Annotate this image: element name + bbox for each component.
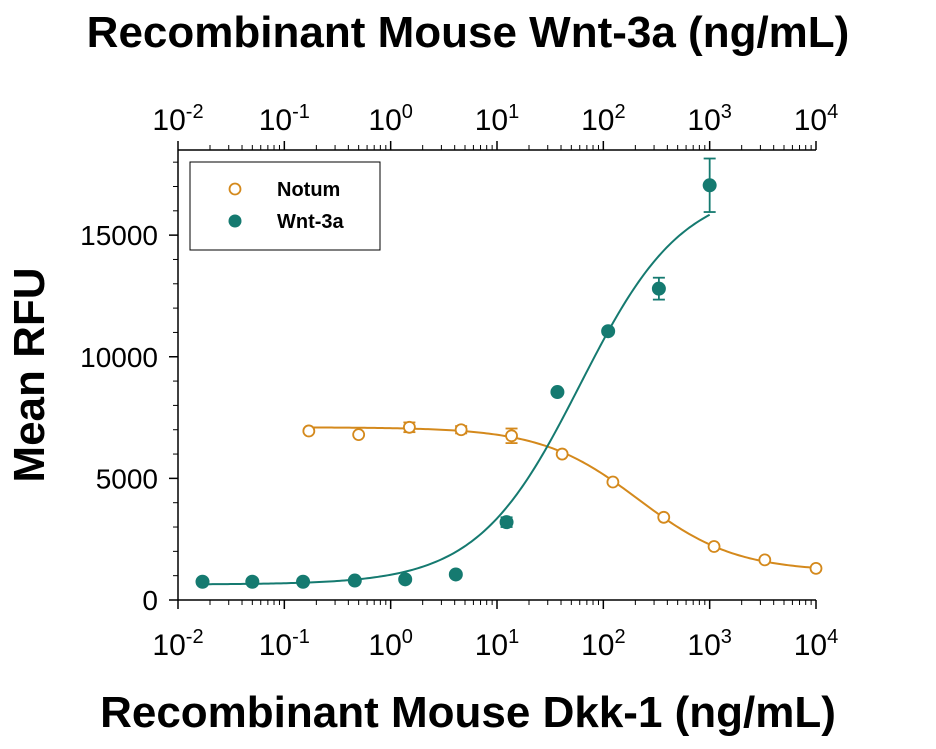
x-tick-label-bottom: 102 <box>581 626 626 662</box>
legend-box <box>189 161 381 251</box>
data-point-wnt-3a <box>195 574 210 589</box>
data-point-notum <box>454 423 468 437</box>
data-point-notum <box>505 429 518 443</box>
y-tick-label: 0 <box>142 585 158 616</box>
y-tick-label: 15000 <box>80 220 158 251</box>
x-tick-label-bottom: 103 <box>687 626 732 662</box>
data-point-notum <box>657 510 671 524</box>
x-tick-label-top: 100 <box>368 101 413 137</box>
data-point-wnt-3a <box>347 573 362 588</box>
data-point-wnt-3a <box>550 385 565 400</box>
x-tick-label-top: 103 <box>687 101 732 137</box>
data-point-wnt-3a <box>601 324 616 339</box>
data-point-wnt-3a <box>296 574 311 589</box>
data-point-notum <box>606 475 620 489</box>
x-tick-label-bottom: 10-2 <box>152 626 203 662</box>
data-point-notum <box>555 447 569 461</box>
data-point-wnt-3a <box>448 567 463 582</box>
y-tick-label: 10000 <box>80 342 158 373</box>
x-tick-label-bottom: 101 <box>475 626 520 662</box>
x-tick-label-top: 104 <box>794 101 839 137</box>
legend-marker-wnt-3a <box>228 214 242 228</box>
data-point-wnt-3a <box>702 178 717 193</box>
data-point-notum <box>758 553 772 567</box>
x-tick-label-top: 10-1 <box>259 101 310 137</box>
x-tick-label-top: 10-2 <box>152 101 203 137</box>
x-tick-label-top: 101 <box>475 101 520 137</box>
legend-marker-notum <box>228 182 242 196</box>
data-point-notum <box>352 428 366 441</box>
chart-top-axis-title: Recombinant Mouse Wnt-3a (ng/mL) <box>86 8 850 57</box>
fit-curve-wnt-3a <box>202 213 711 586</box>
x-tick-label-top: 102 <box>581 101 626 137</box>
x-tick-label-bottom: 104 <box>794 626 839 662</box>
fit-curves <box>202 213 817 586</box>
data-point-wnt-3a <box>651 281 666 296</box>
data-point-notum <box>809 561 823 575</box>
x-tick-label-bottom: 10-1 <box>259 626 310 662</box>
data-points <box>195 157 823 589</box>
axes: 10-2 10-2 10-1 10-1 100 100 101 101 102 102 103 103… <box>80 101 838 662</box>
legend-label-notum: Notum <box>277 179 340 201</box>
data-point-wnt-3a <box>245 574 260 589</box>
data-point-notum <box>707 540 721 553</box>
x-tick-label-bottom: 100 <box>368 626 413 662</box>
data-point-wnt-3a <box>499 515 514 530</box>
x-axis-title: Recombinant Mouse Dkk-1 (ng/mL) <box>100 688 836 737</box>
legend-label-wnt-3a: Wnt-3a <box>277 211 345 233</box>
y-tick-label: 5000 <box>96 463 158 494</box>
data-point-wnt-3a <box>398 572 413 587</box>
data-point-notum <box>402 420 416 434</box>
data-point-notum <box>302 424 316 438</box>
legend: Notum Wnt-3a <box>189 161 381 251</box>
